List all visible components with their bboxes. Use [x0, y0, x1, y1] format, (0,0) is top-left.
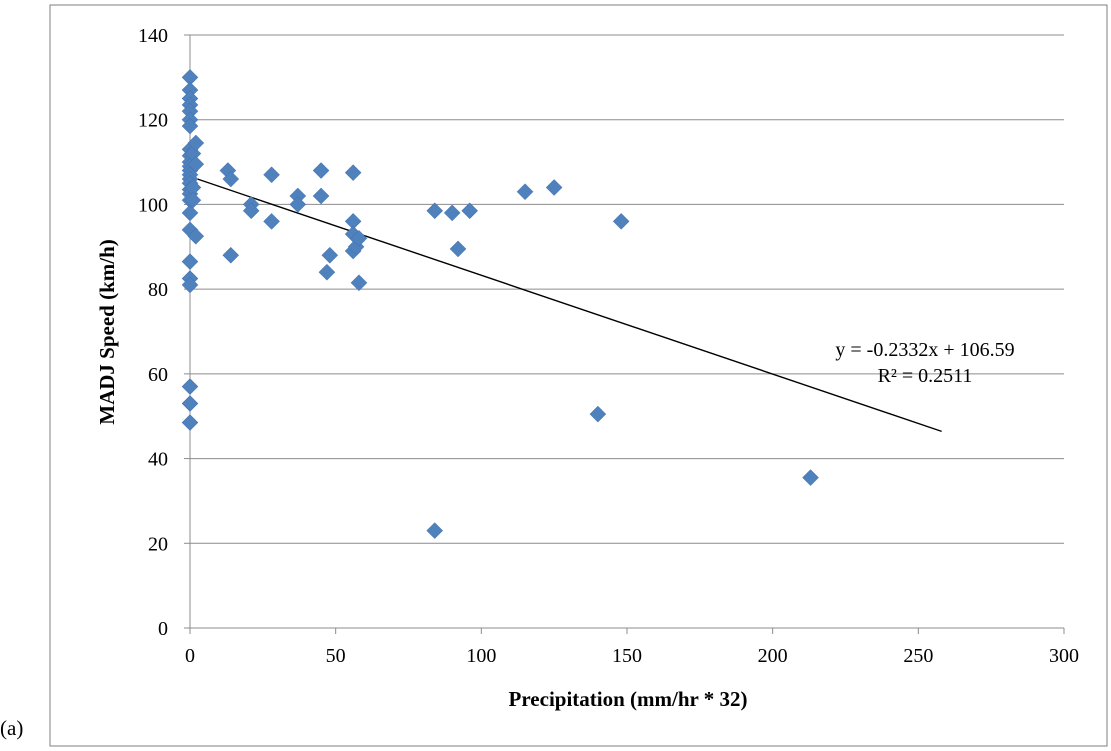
- data-point: [312, 187, 330, 205]
- x-tick-label: 300: [1049, 645, 1079, 667]
- x-tick-label: 100: [466, 645, 496, 667]
- data-point: [184, 191, 202, 209]
- y-tick-labels: 0 20 40 60 80 100 120 140: [138, 25, 168, 640]
- trendline-group: [189, 175, 942, 433]
- x-tick-label: 200: [758, 645, 788, 667]
- data-point: [589, 405, 607, 423]
- data-point: [181, 276, 199, 294]
- y-tick-label: 120: [138, 110, 168, 132]
- y-tick-label: 80: [148, 279, 168, 301]
- data-points: [181, 69, 819, 539]
- y-tick-label: 20: [148, 533, 168, 555]
- data-point: [263, 166, 280, 184]
- data-point: [289, 196, 307, 213]
- data-point: [222, 170, 240, 188]
- x-tick-label: 250: [903, 645, 933, 667]
- r-squared-label: R² = 0.2511: [878, 365, 973, 387]
- data-point: [612, 213, 630, 230]
- data-point: [321, 246, 339, 264]
- data-point: [449, 240, 467, 258]
- x-tick-label: 0: [185, 645, 195, 667]
- data-point: [350, 229, 368, 247]
- x-tick-labels: 0 50 100 150 200 250 300: [185, 645, 1079, 667]
- data-point: [350, 274, 368, 292]
- data-point: [344, 164, 362, 182]
- data-point: [426, 522, 444, 539]
- data-point: [222, 246, 240, 264]
- data-point: [187, 134, 205, 152]
- y-tick-label: 100: [138, 194, 168, 216]
- data-point: [802, 469, 819, 486]
- data-point: [426, 202, 444, 220]
- panel-label: (a): [0, 716, 23, 740]
- data-point: [187, 155, 205, 173]
- data-point: [312, 162, 330, 179]
- data-point: [461, 202, 479, 220]
- trendline: [189, 175, 942, 433]
- x-tick-label: 50: [326, 645, 346, 667]
- y-tick-label: 40: [148, 449, 168, 471]
- data-point: [242, 202, 260, 220]
- y-tick-label: 0: [158, 618, 168, 640]
- y-axis-title: MADJ Speed (km/h): [95, 239, 119, 425]
- data-point: [181, 378, 199, 395]
- data-point: [318, 263, 336, 281]
- data-point: [181, 204, 199, 222]
- trendline-equation: y = -0.2332x + 106.59: [835, 339, 1014, 361]
- data-point: [181, 395, 199, 412]
- data-point: [443, 204, 461, 222]
- data-point: [181, 414, 199, 431]
- data-point: [545, 179, 563, 196]
- gridlines: [190, 34, 1064, 544]
- data-point: [181, 117, 199, 135]
- data-point: [187, 227, 205, 245]
- x-axis-title: Precipitation (mm/hr * 32): [509, 687, 748, 711]
- y-tick-label: 140: [138, 25, 168, 47]
- data-point: [516, 183, 534, 201]
- data-point: [181, 253, 199, 270]
- chart-border: [49, 4, 1108, 747]
- x-tick-label: 150: [612, 645, 642, 667]
- data-point: [263, 213, 280, 230]
- y-tick-label: 60: [148, 364, 168, 386]
